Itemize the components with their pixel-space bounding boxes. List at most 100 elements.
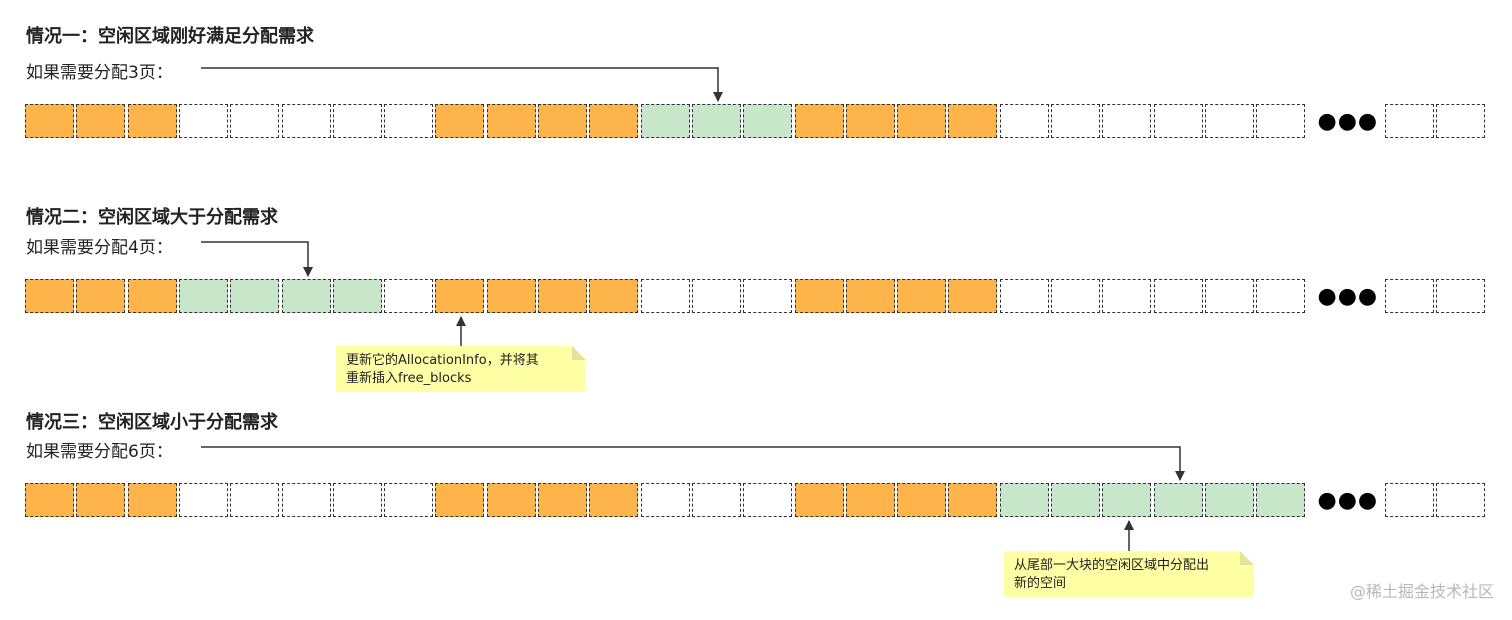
page-block-alloc bbox=[1256, 483, 1306, 517]
case3-title: 情况三：空闲区域小于分配需求 bbox=[26, 412, 278, 433]
page-block-used bbox=[897, 279, 947, 313]
page-block-free bbox=[384, 104, 434, 138]
page-block-free bbox=[332, 104, 382, 138]
page-block-alloc bbox=[1102, 483, 1152, 517]
page-block-free bbox=[1256, 279, 1306, 313]
page-block-used bbox=[127, 279, 177, 313]
page-block-free bbox=[281, 483, 331, 517]
page-block-used bbox=[435, 279, 485, 313]
page-block-alloc bbox=[1153, 483, 1203, 517]
page-block-used bbox=[845, 104, 895, 138]
page-block-used bbox=[486, 104, 536, 138]
page-block-used bbox=[25, 279, 74, 313]
ellipsis-dots: ●●● bbox=[1317, 284, 1379, 309]
page-block-used bbox=[76, 279, 126, 313]
page-block-alloc bbox=[743, 104, 793, 138]
page-block-alloc bbox=[332, 279, 382, 313]
page-block-free bbox=[1436, 104, 1486, 138]
page-block-used bbox=[948, 104, 998, 138]
ellipsis-dots: ●●● bbox=[1317, 488, 1379, 513]
page-block-used bbox=[897, 483, 947, 517]
page-block-alloc bbox=[640, 104, 690, 138]
page-block-free bbox=[1153, 279, 1203, 313]
page-block-free bbox=[743, 279, 793, 313]
page-block-free bbox=[640, 279, 690, 313]
page-block-free bbox=[1436, 483, 1486, 517]
page-block-free bbox=[1102, 279, 1152, 313]
page-block-used bbox=[25, 104, 74, 138]
case1-request: 如果需要分配3页： bbox=[26, 63, 173, 83]
case2-request: 如果需要分配4页： bbox=[26, 238, 173, 258]
case3-note-line2: 新的空间 bbox=[1014, 576, 1067, 591]
page-block-alloc bbox=[999, 483, 1049, 517]
page-block-free bbox=[999, 104, 1049, 138]
page-block-free bbox=[1102, 104, 1152, 138]
page-block-free bbox=[1385, 279, 1434, 313]
case3-note: 从尾部一大块的空闲区域中分配出 新的空间 bbox=[1004, 551, 1254, 597]
page-block-used bbox=[948, 279, 998, 313]
page-block-free bbox=[1436, 279, 1486, 313]
page-block-used bbox=[435, 104, 485, 138]
page-block-free bbox=[230, 104, 280, 138]
page-block-used bbox=[948, 483, 998, 517]
note-fold-corner bbox=[572, 346, 586, 360]
case1-arrow bbox=[201, 67, 723, 102]
page-block-alloc bbox=[230, 279, 280, 313]
page-block-free bbox=[384, 483, 434, 517]
watermark: @稀土掘金技术社区 bbox=[1349, 582, 1494, 601]
page-block-free bbox=[1051, 104, 1100, 138]
page-block-used bbox=[538, 104, 587, 138]
page-block-used bbox=[538, 279, 587, 313]
page-block-used bbox=[127, 483, 177, 517]
page-block-free bbox=[1256, 104, 1306, 138]
page-block-free bbox=[691, 279, 741, 313]
page-block-used bbox=[845, 483, 895, 517]
page-block-used bbox=[76, 483, 126, 517]
page-block-alloc bbox=[1204, 483, 1254, 517]
page-block-used bbox=[589, 104, 639, 138]
page-block-used bbox=[897, 104, 947, 138]
page-block-used bbox=[486, 483, 536, 517]
case2-title: 情况二：空闲区域大于分配需求 bbox=[26, 207, 278, 228]
page-block-free bbox=[230, 483, 280, 517]
page-block-free bbox=[1385, 483, 1434, 517]
page-block-used bbox=[794, 279, 844, 313]
page-block-free bbox=[1204, 104, 1254, 138]
page-block-used bbox=[589, 279, 639, 313]
case1-title: 情况一：空闲区域刚好满足分配需求 bbox=[26, 26, 314, 47]
page-block-free bbox=[691, 483, 741, 517]
page-block-alloc bbox=[178, 279, 228, 313]
case2-note-line1: 更新它的AllocationInfo，并将其 bbox=[346, 353, 539, 368]
page-block-used bbox=[486, 279, 536, 313]
page-block-alloc bbox=[691, 104, 741, 138]
page-block-alloc bbox=[281, 279, 331, 313]
page-block-used bbox=[794, 104, 844, 138]
page-block-free bbox=[384, 279, 434, 313]
page-block-used bbox=[845, 279, 895, 313]
page-block-free bbox=[1153, 104, 1203, 138]
case2-arrow bbox=[201, 241, 313, 277]
page-block-used bbox=[589, 483, 639, 517]
ellipsis-dots: ●●● bbox=[1317, 109, 1379, 134]
page-block-used bbox=[25, 483, 74, 517]
page-block-free bbox=[1204, 279, 1254, 313]
page-block-used bbox=[435, 483, 485, 517]
page-block-free bbox=[640, 483, 690, 517]
page-block-free bbox=[281, 104, 331, 138]
page-block-free bbox=[743, 483, 793, 517]
page-block-used bbox=[538, 483, 587, 517]
page-block-used bbox=[127, 104, 177, 138]
page-block-used bbox=[76, 104, 126, 138]
note-fold-corner bbox=[1240, 551, 1254, 565]
page-block-free bbox=[1385, 104, 1434, 138]
case2-note: 更新它的AllocationInfo，并将其 重新插入free_blocks bbox=[336, 346, 586, 392]
page-block-free bbox=[178, 483, 228, 517]
case2-note-line2: 重新插入free_blocks bbox=[346, 371, 472, 386]
page-block-free bbox=[999, 279, 1049, 313]
page-block-alloc bbox=[1051, 483, 1100, 517]
case3-arrow bbox=[201, 446, 1185, 481]
page-block-used bbox=[794, 483, 844, 517]
case3-request: 如果需要分配6页： bbox=[26, 442, 173, 462]
page-block-free bbox=[1051, 279, 1100, 313]
